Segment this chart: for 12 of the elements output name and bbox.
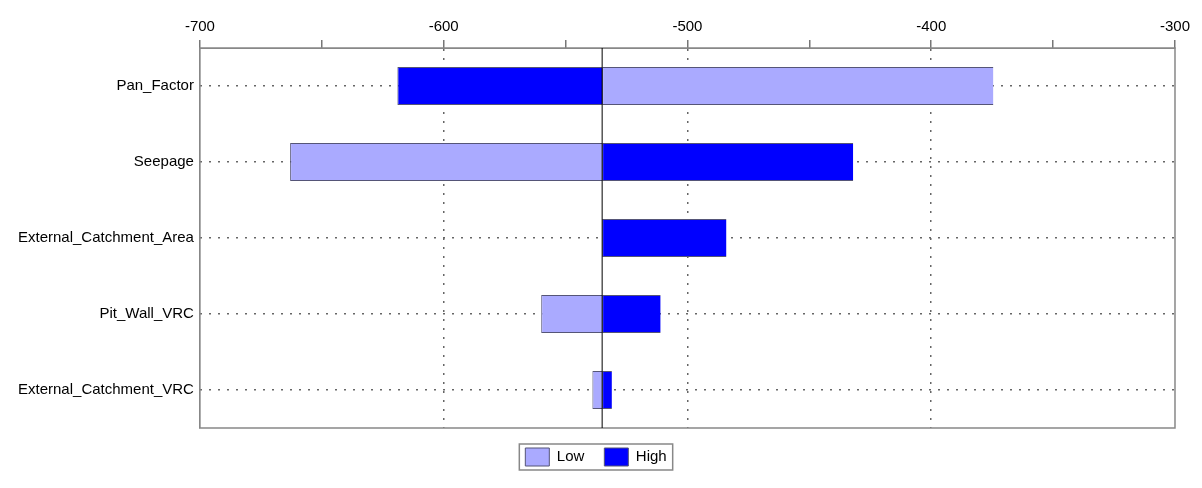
y-tick-label: Seepage — [133, 152, 194, 170]
legend-label: High — [635, 447, 667, 465]
y-tick-label: External_Catchment_Area — [17, 228, 195, 246]
x-tick-label: -700 — [184, 17, 215, 35]
x-tick-label: -400 — [916, 17, 947, 35]
y-tick-label: Pit_Wall_VRC — [99, 304, 195, 322]
x-tick-label: -500 — [672, 17, 703, 35]
x-tick-label: -600 — [428, 17, 459, 35]
y-tick-label: Pan_Factor — [116, 76, 194, 94]
legend-label: Low — [556, 447, 585, 465]
y-tick-label: External_Catchment_VRC — [18, 380, 195, 398]
x-tick-label: -300 — [1159, 17, 1190, 35]
